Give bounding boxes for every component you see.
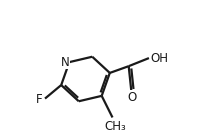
Text: O: O <box>128 91 137 104</box>
Text: CH₃: CH₃ <box>104 120 126 133</box>
Text: OH: OH <box>150 52 168 65</box>
Text: N: N <box>61 56 69 69</box>
Text: F: F <box>36 93 42 106</box>
